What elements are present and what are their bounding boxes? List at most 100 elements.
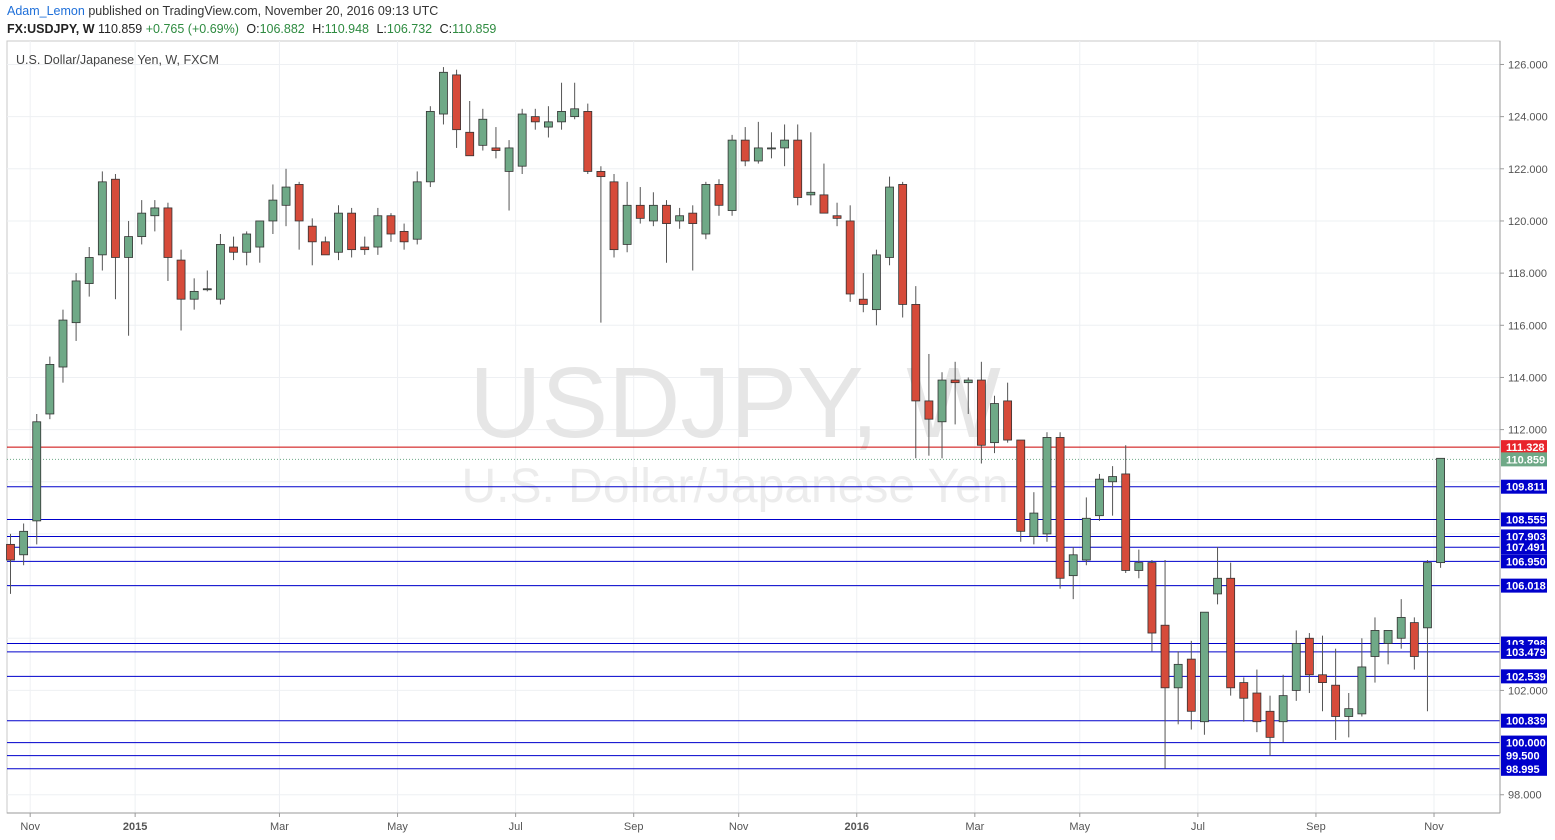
level-tag: 100.000 <box>1506 738 1546 750</box>
candle-body <box>1357 666 1367 715</box>
low-label: L: <box>376 22 387 36</box>
published-text: published on TradingView.com, November 2… <box>88 4 439 18</box>
candle-body <box>937 379 947 423</box>
candle-body <box>1029 512 1039 537</box>
level-tag-bg <box>1501 512 1547 527</box>
time-tick-label: Nov <box>20 821 40 833</box>
candle-body <box>1383 630 1393 644</box>
price-tick-label: 116.000 <box>1508 320 1547 332</box>
candle-body <box>111 178 120 258</box>
level-tag-bg <box>1501 669 1547 684</box>
level-tag-bg <box>1501 578 1547 593</box>
level-tag-bg <box>1501 540 1547 555</box>
candle-body <box>1370 630 1380 657</box>
support-resistance-lines <box>7 446 1500 770</box>
candle-body <box>1095 478 1104 517</box>
candle-body <box>1409 622 1419 657</box>
price-tick-label: 112.000 <box>1508 425 1547 437</box>
candle-body <box>19 530 29 556</box>
candle-body <box>845 220 855 295</box>
candle-body <box>911 304 921 402</box>
candle-body <box>806 191 816 196</box>
candle-body <box>714 184 724 206</box>
candle-body <box>1436 457 1445 564</box>
candle-body <box>1016 439 1026 532</box>
time-axis[interactable]: Nov 2015 Mar May Jul Sep Nov 2016 Mar May Jul Sep No… <box>7 812 1500 833</box>
candle-body <box>583 111 593 172</box>
candles <box>6 67 1445 769</box>
candle-body <box>124 236 133 258</box>
price-axis[interactable]: 98.000 102.000 112.000 114.000 116.000 118.00… <box>1499 41 1548 813</box>
high-value: 110.948 <box>324 22 369 36</box>
author-link[interactable]: Adam_Lemon <box>7 4 85 18</box>
candle-body <box>898 184 908 305</box>
last-price-tag-bg <box>1501 452 1547 467</box>
time-tick-label: Nov <box>729 821 749 833</box>
candle-body <box>1423 562 1432 629</box>
close-value: 110.859 <box>452 22 497 36</box>
level-tag: 108.555 <box>1506 514 1546 526</box>
candle-body <box>1003 400 1013 441</box>
price-tick-label: 102.000 <box>1508 685 1548 697</box>
price-tick-label: 98.000 <box>1508 790 1542 802</box>
candle-body <box>6 543 15 561</box>
last-price: 110.859 <box>98 22 143 36</box>
candle-body <box>1396 616 1406 639</box>
candle-body <box>753 147 763 162</box>
publish-info: Adam_Lemon published on TradingView.com,… <box>7 4 438 18</box>
plot-area[interactable] <box>6 40 1501 814</box>
price-tick-label: 124.000 <box>1508 112 1548 124</box>
grid-lines <box>7 41 1500 813</box>
candle-body <box>648 204 658 222</box>
candle-body <box>622 204 632 245</box>
time-tick-label: Sep <box>1306 821 1326 833</box>
level-tag: 99.500 <box>1506 751 1540 763</box>
level-tag-bg <box>1501 748 1547 763</box>
level-tag: 103.479 <box>1506 647 1546 659</box>
candle-body <box>1055 437 1065 579</box>
ohlc-bar: FX:USDJPY, W 110.859 +0.765 (+0.69%) O:1… <box>7 22 496 36</box>
candle-body <box>1226 577 1236 689</box>
time-tick-label: Sep <box>624 821 644 833</box>
candle-body <box>281 186 291 206</box>
price-tick-label: 122.000 <box>1508 164 1548 176</box>
candle-body <box>675 215 685 222</box>
candle-body <box>858 298 868 305</box>
candle-body <box>819 194 829 214</box>
candle-body <box>97 181 107 256</box>
level-tag: 106.018 <box>1506 581 1546 593</box>
candle-body <box>1068 554 1078 577</box>
candle-body <box>176 259 186 300</box>
candle-body <box>84 257 94 284</box>
candle-body <box>412 181 422 240</box>
candle-body <box>1318 674 1327 683</box>
candle-body <box>137 212 147 238</box>
high-label: H: <box>312 22 325 36</box>
level-tag-bg <box>1501 644 1547 659</box>
candle-body <box>1200 611 1209 723</box>
candle-body <box>767 147 776 150</box>
level-tag-bg <box>1501 761 1547 776</box>
candle-body <box>216 244 225 300</box>
candle-body <box>386 215 396 235</box>
price-tick-label: 126.000 <box>1508 59 1548 71</box>
candle-body <box>268 199 278 222</box>
level-tag-bg <box>1501 554 1547 569</box>
time-tick-label: May <box>1069 821 1090 833</box>
candle-body <box>662 204 671 224</box>
candle-body <box>990 403 999 444</box>
time-tick-label: Mar <box>965 821 984 833</box>
candle-body <box>478 118 488 146</box>
level-tag: 100.839 <box>1506 716 1546 728</box>
candle-body <box>832 215 842 219</box>
candle-body <box>32 421 42 522</box>
candle-body <box>557 111 566 123</box>
time-tick-label: May <box>387 821 408 833</box>
publish-header: Adam_Lemon published on TradingView.com,… <box>0 0 1555 40</box>
candle-body <box>1239 682 1249 699</box>
candlestick-chart[interactable]: USDJPY, W U.S. Dollar/Japanese Yen 98.00… <box>0 40 1555 840</box>
time-tick-label: Jul <box>509 821 523 833</box>
candle-body <box>793 139 803 198</box>
price-tick-label: 120.000 <box>1508 216 1548 228</box>
candle-body <box>425 111 435 183</box>
